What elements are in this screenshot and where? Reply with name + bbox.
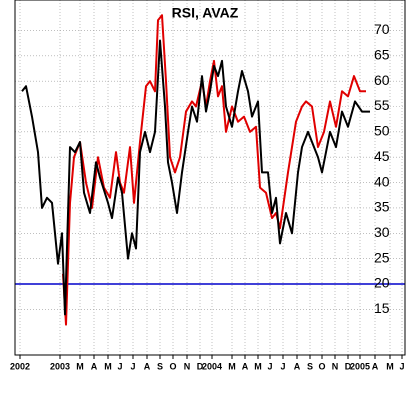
y-tick-label: 20: [374, 275, 390, 291]
x-tick-label: 2003: [50, 361, 70, 371]
x-tick-label: M: [76, 361, 84, 371]
x-tick-label: J: [280, 361, 285, 371]
x-tick-label: S: [157, 361, 163, 371]
y-tick-label: 65: [374, 46, 390, 62]
y-tick-label: 40: [374, 173, 390, 189]
chart-title: RSI, AVAZ: [172, 5, 239, 21]
x-tick-label: M: [104, 361, 112, 371]
x-tick-label: A: [294, 361, 301, 371]
y-tick-label: 25: [374, 249, 390, 265]
x-tick-label: J: [117, 361, 122, 371]
x-tick-label: 2002: [10, 361, 30, 371]
x-tick-label: S: [307, 361, 313, 371]
x-tick-label: J: [399, 361, 404, 371]
x-tick-label: O: [169, 361, 176, 371]
x-tick-label: J: [130, 361, 135, 371]
x-tick-label: A: [372, 361, 379, 371]
x-tick-label: O: [318, 361, 325, 371]
y-tick-label: 15: [374, 300, 390, 316]
x-tick-label: A: [91, 361, 98, 371]
x-tick-label: M: [228, 361, 236, 371]
y-tick-label: 60: [374, 72, 390, 88]
y-tick-label: 70: [374, 21, 390, 37]
x-tick-label: 2004: [202, 361, 222, 371]
x-tick-label: 2005: [350, 361, 370, 371]
x-tick-label: J: [267, 361, 272, 371]
x-tick-label: A: [242, 361, 249, 371]
x-tick-label: A: [144, 361, 151, 371]
y-tick-label: 30: [374, 224, 390, 240]
x-tick-label: N: [184, 361, 191, 371]
marks: [15, 14, 405, 326]
x-tick-label: N: [332, 361, 339, 371]
x-tick-label: D: [197, 361, 204, 371]
x-tick-label: M: [386, 361, 394, 371]
x-tick-label: M: [254, 361, 262, 371]
y-tick-label: 55: [374, 97, 390, 113]
y-tick-label: 35: [374, 199, 390, 215]
plot-frame: [14, 0, 406, 356]
series-line: [21, 39, 370, 316]
y-tick-label: 45: [374, 148, 390, 164]
y-tick-label: 50: [374, 123, 390, 139]
x-tick-label: D: [345, 361, 352, 371]
